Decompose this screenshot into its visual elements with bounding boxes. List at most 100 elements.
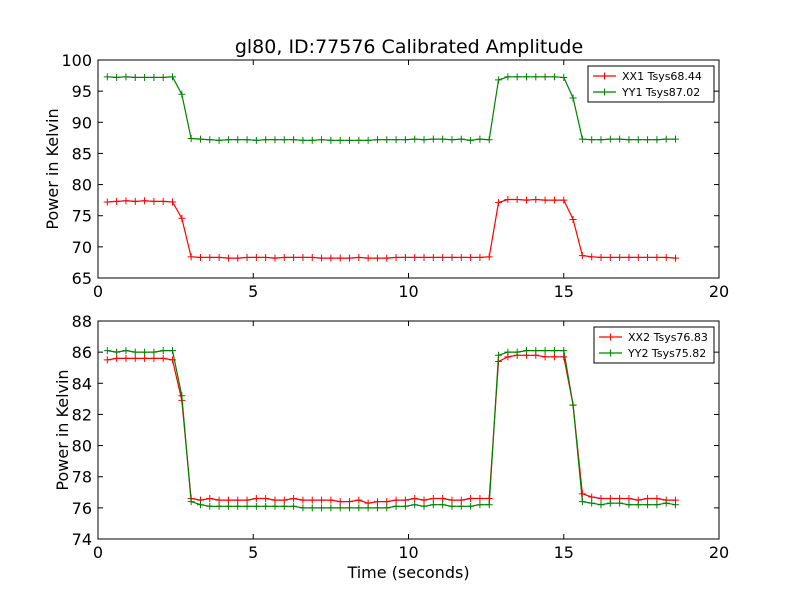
data-point <box>280 496 288 504</box>
x-tick-label: 5 <box>248 282 258 301</box>
data-point <box>597 136 605 144</box>
data-point <box>569 401 577 409</box>
y-tick-label: 85 <box>72 144 92 163</box>
data-point <box>131 354 139 362</box>
data-point <box>373 254 381 262</box>
data-point <box>215 502 223 510</box>
data-point <box>541 73 549 81</box>
data-point <box>448 136 456 144</box>
data-point <box>420 496 428 504</box>
data-point <box>672 254 680 262</box>
data-point <box>290 253 298 261</box>
data-point <box>532 73 540 81</box>
data-point <box>467 253 475 261</box>
data-point <box>439 253 447 261</box>
data-point <box>327 254 335 262</box>
data-point <box>420 502 428 510</box>
data-point <box>634 136 642 144</box>
data-point <box>644 136 652 144</box>
data-point <box>206 502 214 510</box>
data-point <box>522 196 530 204</box>
data-point <box>606 499 614 507</box>
data-point <box>113 354 121 362</box>
data-point <box>439 135 447 143</box>
data-point <box>476 135 484 143</box>
data-point <box>215 253 223 261</box>
data-point <box>420 253 428 261</box>
data-point <box>448 253 456 261</box>
y-tick-label: 74 <box>72 530 92 549</box>
data-point <box>485 136 493 144</box>
data-point <box>662 253 670 261</box>
data-point <box>252 495 260 503</box>
data-point <box>187 498 195 506</box>
data-point <box>113 197 121 205</box>
data-point <box>271 502 279 510</box>
legend-marker <box>601 88 608 96</box>
data-point <box>234 136 242 144</box>
data-point <box>550 347 558 355</box>
data-point <box>485 253 493 261</box>
data-point <box>215 136 223 144</box>
data-point <box>355 504 363 512</box>
data-point <box>504 73 512 81</box>
data-point <box>122 347 130 355</box>
data-point <box>103 198 111 206</box>
data-point <box>373 498 381 506</box>
data-point <box>476 495 484 503</box>
legend: XX2 Tsys76.83 YY2 Tsys75.82 <box>593 326 715 364</box>
data-point <box>569 94 577 102</box>
data-point <box>597 253 605 261</box>
chart-title: gl80, ID:77576 Calibrated Amplitude <box>235 36 583 58</box>
data-point <box>653 253 661 261</box>
data-point <box>672 135 680 143</box>
data-point <box>122 73 130 81</box>
data-point <box>364 504 372 512</box>
data-point <box>606 253 614 261</box>
data-point <box>280 136 288 144</box>
data-point <box>243 253 251 261</box>
data-point <box>476 253 484 261</box>
data-point <box>215 496 223 504</box>
data-point <box>364 136 372 144</box>
data-point <box>383 136 391 144</box>
data-point <box>588 136 596 144</box>
data-point <box>457 502 465 510</box>
legend-label: XX1 Tsys68.44 <box>622 70 702 83</box>
data-point <box>308 253 316 261</box>
data-point <box>150 73 158 81</box>
data-point <box>355 136 363 144</box>
data-point <box>299 504 307 512</box>
data-point <box>653 136 661 144</box>
data-point <box>644 495 652 503</box>
plot-frame <box>97 59 720 279</box>
x-tick-label: 5 <box>248 543 258 562</box>
x-tick-label: 20 <box>709 282 729 301</box>
y-tick-label: 75 <box>72 207 92 226</box>
data-point <box>327 496 335 504</box>
data-point <box>411 495 419 503</box>
data-point <box>513 73 521 81</box>
data-point <box>206 136 214 144</box>
data-point <box>476 501 484 509</box>
data-point <box>299 253 307 261</box>
data-point <box>308 504 316 512</box>
data-point <box>383 254 391 262</box>
data-point <box>429 495 437 503</box>
data-point <box>401 253 409 261</box>
legend-marker <box>601 72 608 80</box>
data-point <box>280 502 288 510</box>
series-group <box>103 73 680 262</box>
data-point <box>336 136 344 144</box>
data-point <box>672 501 680 509</box>
data-point <box>159 354 167 362</box>
legend-marker <box>607 333 614 341</box>
data-point <box>178 90 186 98</box>
data-point <box>625 501 633 509</box>
data-point <box>252 253 260 261</box>
data-point <box>169 73 177 81</box>
data-point <box>560 196 568 204</box>
data-point <box>439 501 447 509</box>
data-point <box>327 504 335 512</box>
